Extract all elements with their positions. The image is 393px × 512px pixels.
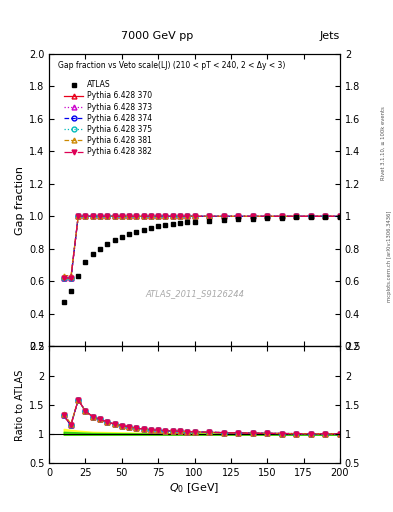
ATLAS <box>112 237 117 243</box>
ATLAS <box>68 288 73 294</box>
ATLAS <box>163 222 168 228</box>
ATLAS <box>221 217 226 223</box>
ATLAS <box>119 233 124 240</box>
ATLAS <box>171 221 175 227</box>
Y-axis label: Ratio to ATLAS: Ratio to ATLAS <box>15 369 25 440</box>
ATLAS <box>97 246 102 252</box>
ATLAS <box>192 219 197 225</box>
Text: 7000 GeV pp: 7000 GeV pp <box>121 31 193 41</box>
ATLAS <box>61 300 66 306</box>
Legend: ATLAS, Pythia 6.428 370, Pythia 6.428 373, Pythia 6.428 374, Pythia 6.428 375, P: ATLAS, Pythia 6.428 370, Pythia 6.428 37… <box>62 78 154 159</box>
ATLAS <box>185 220 190 226</box>
Text: ATLAS_2011_S9126244: ATLAS_2011_S9126244 <box>145 289 244 298</box>
ATLAS <box>294 215 299 221</box>
ATLAS <box>134 229 139 235</box>
Y-axis label: Gap fraction: Gap fraction <box>15 165 25 234</box>
Text: Rivet 3.1.10, ≥ 100k events: Rivet 3.1.10, ≥ 100k events <box>381 106 386 180</box>
ATLAS <box>265 215 270 221</box>
ATLAS <box>250 216 255 222</box>
ATLAS <box>90 250 95 257</box>
Text: mcplots.cern.ch [arXiv:1306.3436]: mcplots.cern.ch [arXiv:1306.3436] <box>387 210 391 302</box>
ATLAS <box>105 241 110 247</box>
ATLAS <box>141 226 146 232</box>
ATLAS <box>207 218 211 224</box>
ATLAS <box>323 214 328 220</box>
X-axis label: $Q_0$ [GeV]: $Q_0$ [GeV] <box>169 481 220 495</box>
ATLAS <box>83 259 88 265</box>
ATLAS <box>309 214 313 220</box>
Text: Gap fraction vs Veto scale(LJ) (210 < pT < 240, 2 < Δy < 3): Gap fraction vs Veto scale(LJ) (210 < pT… <box>58 61 285 70</box>
ATLAS <box>156 223 161 229</box>
ATLAS <box>236 216 241 222</box>
ATLAS <box>76 273 81 280</box>
ATLAS <box>279 215 284 221</box>
ATLAS <box>127 231 132 237</box>
ATLAS <box>149 225 153 231</box>
ATLAS <box>178 220 182 226</box>
Line: ATLAS: ATLAS <box>61 215 342 305</box>
Text: Jets: Jets <box>320 31 340 41</box>
ATLAS <box>338 214 342 220</box>
